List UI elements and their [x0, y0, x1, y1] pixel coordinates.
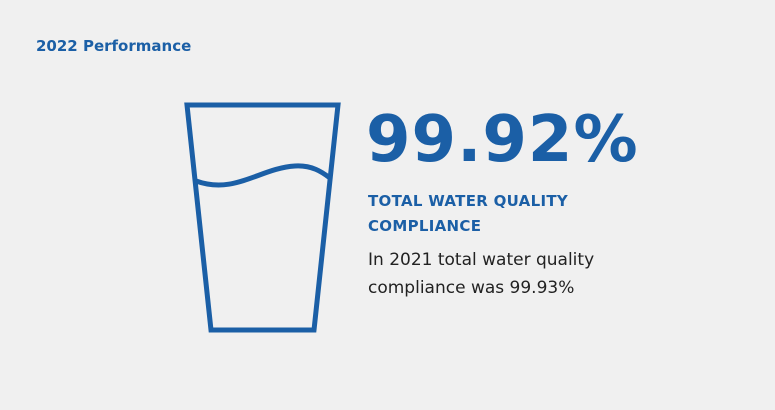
- stat-note: In 2021 total water quality compliance w…: [368, 250, 595, 298]
- section-title: 2022 Performance: [36, 37, 192, 55]
- glass-outline: [184, 102, 341, 333]
- water-line: [195, 163, 332, 188]
- stat-label: TOTAL WATER QUALITY COMPLIANCE: [368, 192, 569, 235]
- stat-value: 99.92%: [366, 103, 639, 177]
